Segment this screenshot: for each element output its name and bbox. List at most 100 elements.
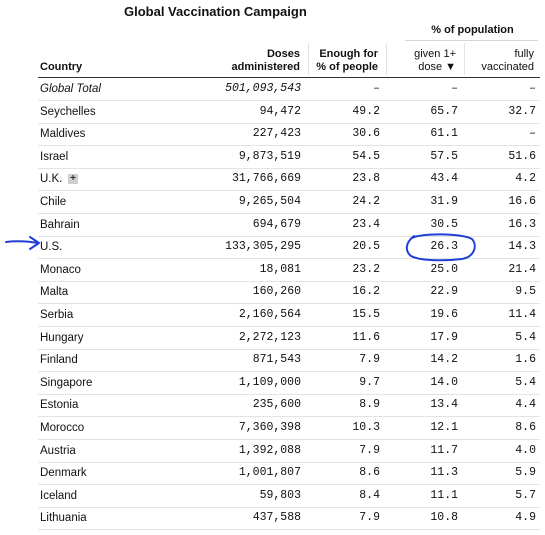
table-row[interactable]: Maldives 227,423 30.6 61.1 – <box>38 123 540 147</box>
col-header-country[interactable]: Country <box>40 61 83 73</box>
table-row[interactable]: Morocco 7,360,398 10.3 12.1 8.6 <box>38 417 540 440</box>
table-row[interactable]: Lithuania 437,588 7.9 10.8 4.9 <box>38 507 540 531</box>
table-row[interactable]: U.S. 133,305,295 20.5 26.3 14.3 <box>38 236 540 260</box>
enough-cell: 7.9 <box>359 511 380 525</box>
country-cell: Morocco <box>40 422 85 434</box>
col-header-doses[interactable]: Doses administered <box>200 48 300 74</box>
enough-cell: 24.2 <box>352 195 380 208</box>
col-header-enough-line2: % of people <box>316 61 378 73</box>
doses-cell: 1,392,088 <box>238 443 301 457</box>
col-header-enough[interactable]: Enough for % of people <box>290 48 378 74</box>
country-cell: Singapore <box>40 376 93 389</box>
col-header-doses-line1: Doses <box>266 48 300 60</box>
col-header-enough-line1: Enough for <box>319 48 378 60</box>
enough-cell: 49.2 <box>352 104 380 118</box>
doses-cell: 227,423 <box>252 127 301 141</box>
fully-cell: 1.6 <box>515 353 536 367</box>
doses-cell: 694,679 <box>252 217 301 231</box>
doses-cell: 1,001,807 <box>238 466 301 480</box>
doses-cell: 160,260 <box>252 285 301 299</box>
table-row[interactable]: Global Total 501,093,543 – – – <box>38 78 540 101</box>
table-row[interactable]: Monaco 18,081 23.2 25.0 21.4 <box>38 259 540 282</box>
given-cell: 10.8 <box>430 511 458 525</box>
given-cell: 11.3 <box>430 466 458 480</box>
given-cell: 43.4 <box>430 172 458 186</box>
given-cell: 19.6 <box>430 308 458 321</box>
doses-cell: 2,160,564 <box>238 308 301 321</box>
fully-cell: 32.7 <box>508 104 536 118</box>
header-divider <box>464 43 465 75</box>
doses-cell: 9,265,504 <box>238 195 301 208</box>
table-row[interactable]: Hungary 2,272,123 11.6 17.9 5.4 <box>38 327 540 350</box>
table-row[interactable]: Estonia 235,600 8.9 13.4 4.4 <box>38 394 540 418</box>
fully-cell: 51.6 <box>508 149 536 163</box>
enough-cell: 9.7 <box>359 375 380 389</box>
doses-cell: 133,305,295 <box>225 240 301 254</box>
country-cell: Estonia <box>40 399 79 412</box>
doses-cell: 235,600 <box>252 398 301 412</box>
fully-cell: 11.4 <box>508 308 536 321</box>
table-row[interactable]: Austria 1,392,088 7.9 11.7 4.0 <box>38 440 540 463</box>
fully-cell: 4.4 <box>515 398 536 412</box>
given-cell: – <box>451 82 458 95</box>
given-cell: 25.0 <box>430 262 458 276</box>
table-row[interactable]: Israel 9,873,519 54.5 57.5 51.6 <box>38 146 540 169</box>
enough-cell: 7.9 <box>359 443 380 457</box>
given-cell: 14.2 <box>430 353 458 367</box>
given-cell: 31.9 <box>430 195 458 208</box>
col-header-given-line1: given 1+ <box>414 48 456 60</box>
enough-cell: 23.2 <box>352 262 380 276</box>
table-row[interactable]: Malta 160,260 16.2 22.9 9.5 <box>38 281 540 305</box>
country-cell: Iceland <box>40 489 78 502</box>
group-header-rule <box>405 40 538 41</box>
fully-cell: – <box>529 127 536 141</box>
doses-cell: 59,803 <box>259 488 301 502</box>
country-cell: Bahrain <box>40 218 80 231</box>
fully-cell: – <box>529 82 536 95</box>
doses-cell: 18,081 <box>259 262 301 276</box>
table-row[interactable]: Seychelles 94,472 49.2 65.7 32.7 <box>38 101 540 124</box>
fully-cell: 21.4 <box>508 262 536 276</box>
fully-cell: 5.7 <box>515 488 536 502</box>
enough-cell: 15.5 <box>352 308 380 321</box>
enough-cell: 23.4 <box>352 217 380 231</box>
fully-cell: 4.2 <box>515 172 536 186</box>
table-row[interactable]: Serbia 2,160,564 15.5 19.6 11.4 <box>38 304 540 327</box>
expand-plus-icon[interactable]: + <box>68 174 78 185</box>
col-header-given[interactable]: given 1+ dose ▼ <box>380 48 456 74</box>
doses-cell: 1,109,000 <box>238 375 301 389</box>
doses-cell: 7,360,398 <box>238 421 301 434</box>
fully-cell: 14.3 <box>508 240 536 254</box>
given-cell: 65.7 <box>430 104 458 118</box>
enough-cell: 7.9 <box>359 353 380 367</box>
arrow-icon <box>5 236 40 250</box>
col-header-fully-line2: vaccinated <box>481 61 534 73</box>
fully-cell: 16.6 <box>508 195 536 208</box>
enough-cell: 23.8 <box>352 172 380 186</box>
fully-cell: 4.0 <box>515 443 536 457</box>
given-cell: 17.9 <box>430 330 458 344</box>
header-divider <box>308 43 309 75</box>
doses-cell: 9,873,519 <box>238 149 301 163</box>
table-row[interactable]: Chile 9,265,504 24.2 31.9 16.6 <box>38 191 540 214</box>
col-header-doses-line2: administered <box>231 61 300 73</box>
table-row[interactable]: U.K. +31,766,669 23.8 43.4 4.2 <box>38 168 540 192</box>
table-row[interactable]: Denmark 1,001,807 8.6 11.3 5.9 <box>38 462 540 486</box>
col-header-fully[interactable]: fully vaccinated <box>440 48 534 74</box>
given-cell: 13.4 <box>430 398 458 412</box>
given-cell: 11.7 <box>430 443 458 457</box>
country-cell: Maldives <box>40 128 86 141</box>
given-cell: 11.1 <box>430 488 458 502</box>
table-row[interactable]: Singapore 1,109,000 9.7 14.0 5.4 <box>38 372 540 395</box>
enough-cell: 30.6 <box>352 127 380 141</box>
enough-cell: 8.6 <box>359 466 380 480</box>
table-row[interactable]: Bahrain 694,679 23.4 30.5 16.3 <box>38 214 540 237</box>
country-cell: Chile <box>40 196 67 208</box>
table-row[interactable]: Finland 871,543 7.9 14.2 1.6 <box>38 349 540 373</box>
country-cell: Monaco <box>40 263 81 276</box>
enough-cell: 20.5 <box>352 240 380 254</box>
given-cell: 57.5 <box>430 149 458 163</box>
given-cell: 26.3 <box>430 240 458 254</box>
table-row[interactable]: Iceland 59,803 8.4 11.1 5.7 <box>38 485 540 508</box>
country-cell: Seychelles <box>40 105 96 118</box>
